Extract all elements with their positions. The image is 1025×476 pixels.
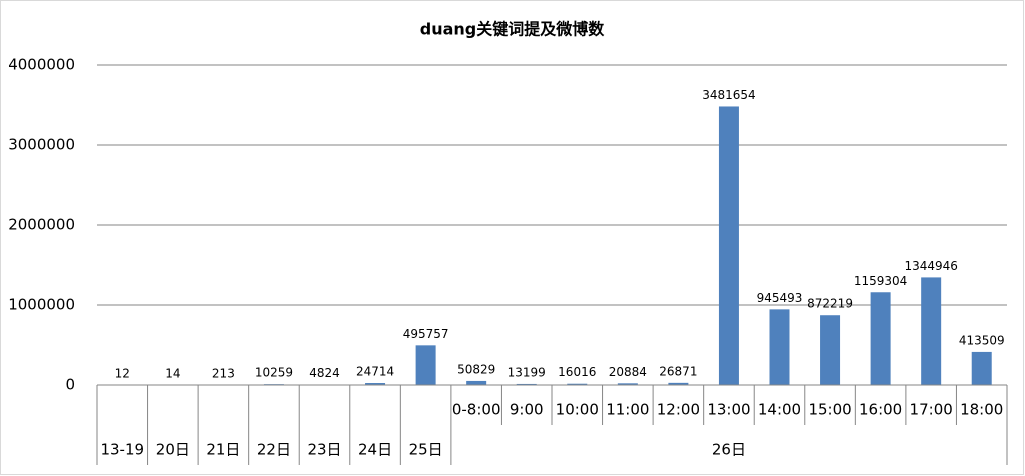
y-tick-label: 0 (65, 376, 75, 394)
x-group-label: 24日 (358, 441, 392, 459)
value-label: 16016 (558, 365, 596, 379)
y-tick-label: 3000000 (8, 136, 75, 154)
x-tick-label: 17:00 (910, 401, 953, 419)
value-label: 872219 (807, 297, 853, 311)
value-label: 1344946 (904, 259, 957, 273)
x-tick-label: 12:00 (657, 401, 700, 419)
bar (516, 383, 537, 385)
value-label: 20884 (609, 365, 647, 379)
bar (668, 382, 689, 385)
value-label: 24714 (356, 365, 394, 379)
bar (567, 383, 588, 385)
bar (365, 383, 386, 385)
x-group-label: 21日 (206, 441, 240, 459)
value-label: 14 (165, 366, 180, 380)
value-label: 945493 (757, 291, 803, 305)
value-label: 1159304 (854, 274, 907, 288)
value-label: 10259 (255, 366, 293, 380)
x-tick-label: 15:00 (808, 401, 851, 419)
x-tick-label: 0-8:00 (452, 401, 501, 419)
value-label: 3481654 (702, 88, 755, 102)
y-tick-label: 2000000 (8, 216, 75, 234)
x-tick-label: 18:00 (960, 401, 1003, 419)
bar (820, 315, 841, 385)
x-group-label: 25日 (409, 441, 443, 459)
x-group-label: 23日 (307, 441, 341, 459)
x-tick-label: 11:00 (606, 401, 649, 419)
value-label: 13199 (508, 365, 546, 379)
bar (769, 309, 790, 385)
bar (870, 292, 891, 385)
x-group-label: 13-19 (100, 441, 144, 459)
value-label: 213 (212, 366, 235, 380)
bar (617, 383, 638, 385)
value-label: 495757 (403, 327, 449, 341)
bar (921, 277, 942, 385)
x-group-label: 26日 (712, 441, 746, 459)
bar (466, 380, 487, 385)
value-label: 12 (115, 366, 130, 380)
value-label: 26871 (659, 364, 697, 378)
x-tick-label: 10:00 (556, 401, 599, 419)
x-tick-label: 14:00 (758, 401, 801, 419)
x-group-label: 20日 (156, 441, 190, 459)
x-tick-label: 9:00 (510, 401, 544, 419)
y-tick-label: 4000000 (8, 56, 75, 74)
bar (718, 106, 739, 385)
bar (415, 345, 436, 385)
bar (971, 351, 992, 385)
y-tick-label: 1000000 (8, 296, 75, 314)
value-label: 4824 (309, 366, 340, 380)
value-label: 413509 (959, 333, 1005, 347)
x-tick-label: 16:00 (859, 401, 902, 419)
x-tick-label: 13:00 (707, 401, 750, 419)
x-group-label: 22日 (257, 441, 291, 459)
value-label: 50829 (457, 362, 495, 376)
chart-title: duang关键词提及微博数 (420, 20, 605, 39)
